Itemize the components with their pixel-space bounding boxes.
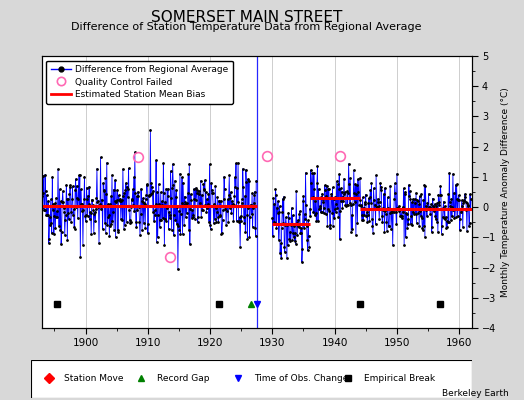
Text: Record Gap: Record Gap [157, 374, 210, 383]
Text: Time of Obs. Change: Time of Obs. Change [254, 374, 348, 383]
Text: Berkeley Earth: Berkeley Earth [442, 389, 508, 398]
Text: Empirical Break: Empirical Break [364, 374, 435, 383]
Text: Station Move: Station Move [64, 374, 124, 383]
Text: Difference of Station Temperature Data from Regional Average: Difference of Station Temperature Data f… [71, 22, 421, 32]
Legend: Difference from Regional Average, Quality Control Failed, Estimated Station Mean: Difference from Regional Average, Qualit… [47, 60, 233, 104]
Text: SOMERSET MAIN STREET: SOMERSET MAIN STREET [150, 10, 342, 25]
Y-axis label: Monthly Temperature Anomaly Difference (°C): Monthly Temperature Anomaly Difference (… [500, 87, 509, 297]
